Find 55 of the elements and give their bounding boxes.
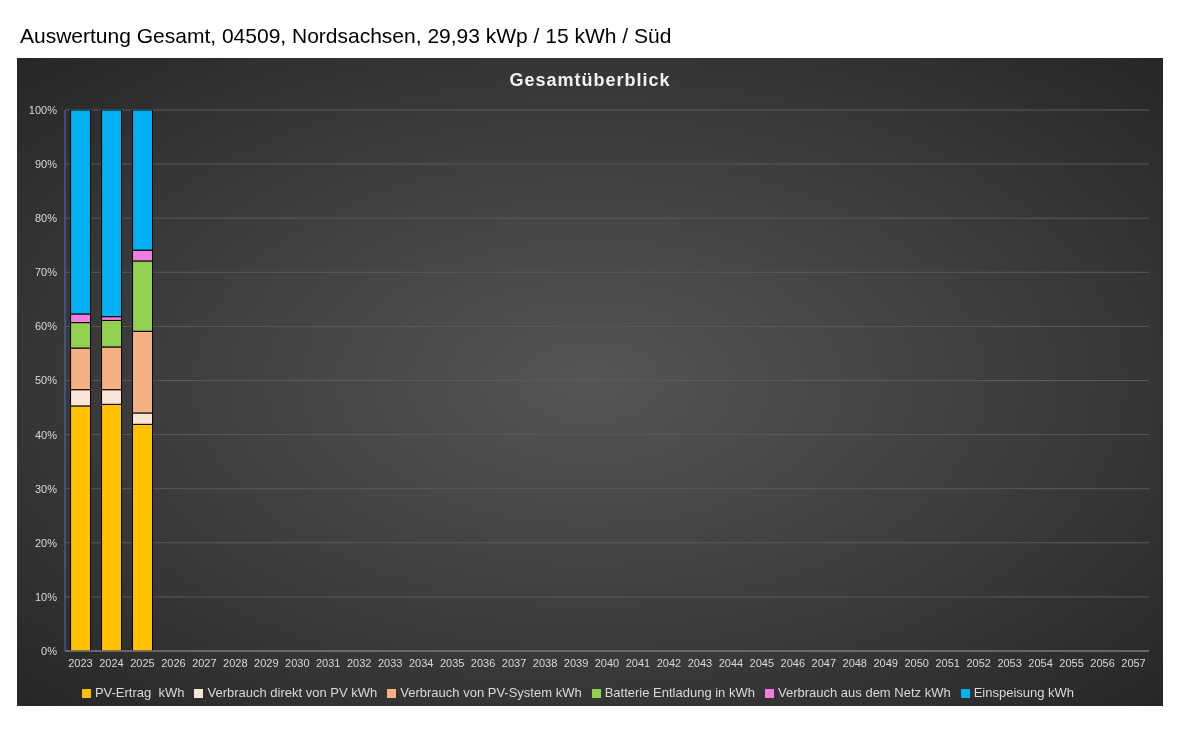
legend-label: PV-Ertrag kWh <box>94 685 185 700</box>
y-tick-label: 60% <box>34 320 58 333</box>
x-tick-label: 2032 <box>346 656 372 669</box>
x-tick-label: 2056 <box>1090 656 1115 669</box>
x-tick-label: 2053 <box>997 656 1022 669</box>
y-tick-label: 90% <box>34 158 58 171</box>
bar <box>101 110 123 318</box>
x-tick-label: 2036 <box>470 656 496 669</box>
x-tick-label: 2049 <box>873 656 898 669</box>
y-tick-label: 100% <box>28 103 58 116</box>
x-tick-label: 2024 <box>99 656 124 669</box>
legend-label: Einspeisung kWh <box>973 685 1075 700</box>
x-tick-label: 2041 <box>625 656 651 669</box>
x-tick-label: 2046 <box>780 656 806 669</box>
y-tick-label: 70% <box>34 266 58 279</box>
y-tick-label: 50% <box>34 374 58 387</box>
y-tick-label: 10% <box>34 590 58 603</box>
x-tick-label: 2035 <box>439 656 465 669</box>
x-tick-label: 2048 <box>842 656 868 669</box>
x-tick-label: 2051 <box>935 656 960 669</box>
x-tick-label: 2052 <box>966 656 991 669</box>
chart-subtitle: Gesamtüberblick <box>508 69 672 92</box>
x-tick-label: 2026 <box>161 656 186 669</box>
y-tick-label: 40% <box>34 428 58 441</box>
legend-label: Verbrauch von PV-System kWh <box>400 685 582 700</box>
x-tick-label: 2054 <box>1028 656 1053 669</box>
x-tick-label: 2050 <box>904 656 929 669</box>
x-tick-label: 2038 <box>532 656 558 669</box>
x-tick-label: 2025 <box>130 656 155 669</box>
x-tick-label: 2027 <box>192 656 217 669</box>
x-tick-label: 2047 <box>811 656 837 669</box>
legend-label: Verbrauch direkt von PV kWh <box>207 685 378 700</box>
chart-title: Auswertung Gesamt, 04509, Nordsachsen, 29,93 kWp / 15 kWh / Süd <box>19 23 673 49</box>
y-tick-label: 20% <box>34 536 58 549</box>
y-tick-label: 80% <box>34 212 58 225</box>
x-tick-label: 2037 <box>501 656 527 669</box>
x-tick-label: 2043 <box>687 656 713 669</box>
x-tick-label: 2055 <box>1059 656 1084 669</box>
x-tick-label: 2028 <box>223 656 248 669</box>
x-tick-label: 2023 <box>68 656 93 669</box>
y-tick-label: 30% <box>34 482 58 495</box>
x-tick-label: 2057 <box>1121 656 1146 669</box>
x-tick-label: 2039 <box>563 656 589 669</box>
y-tick-label: 0% <box>41 644 58 657</box>
legend-label: Verbrauch aus dem Netz kWh <box>777 685 951 700</box>
legend-label: Batterie Entladung in kWh <box>604 685 755 700</box>
x-tick-label: 2034 <box>408 656 434 669</box>
x-tick-label: 2040 <box>594 656 620 669</box>
x-tick-label: 2033 <box>377 656 403 669</box>
x-tick-label: 2030 <box>285 656 310 669</box>
x-tick-label: 2031 <box>316 656 341 669</box>
x-tick-label: 2029 <box>254 656 279 669</box>
x-tick-label: 2044 <box>718 656 744 669</box>
x-tick-label: 2045 <box>749 656 775 669</box>
x-tick-label: 2042 <box>656 656 682 669</box>
